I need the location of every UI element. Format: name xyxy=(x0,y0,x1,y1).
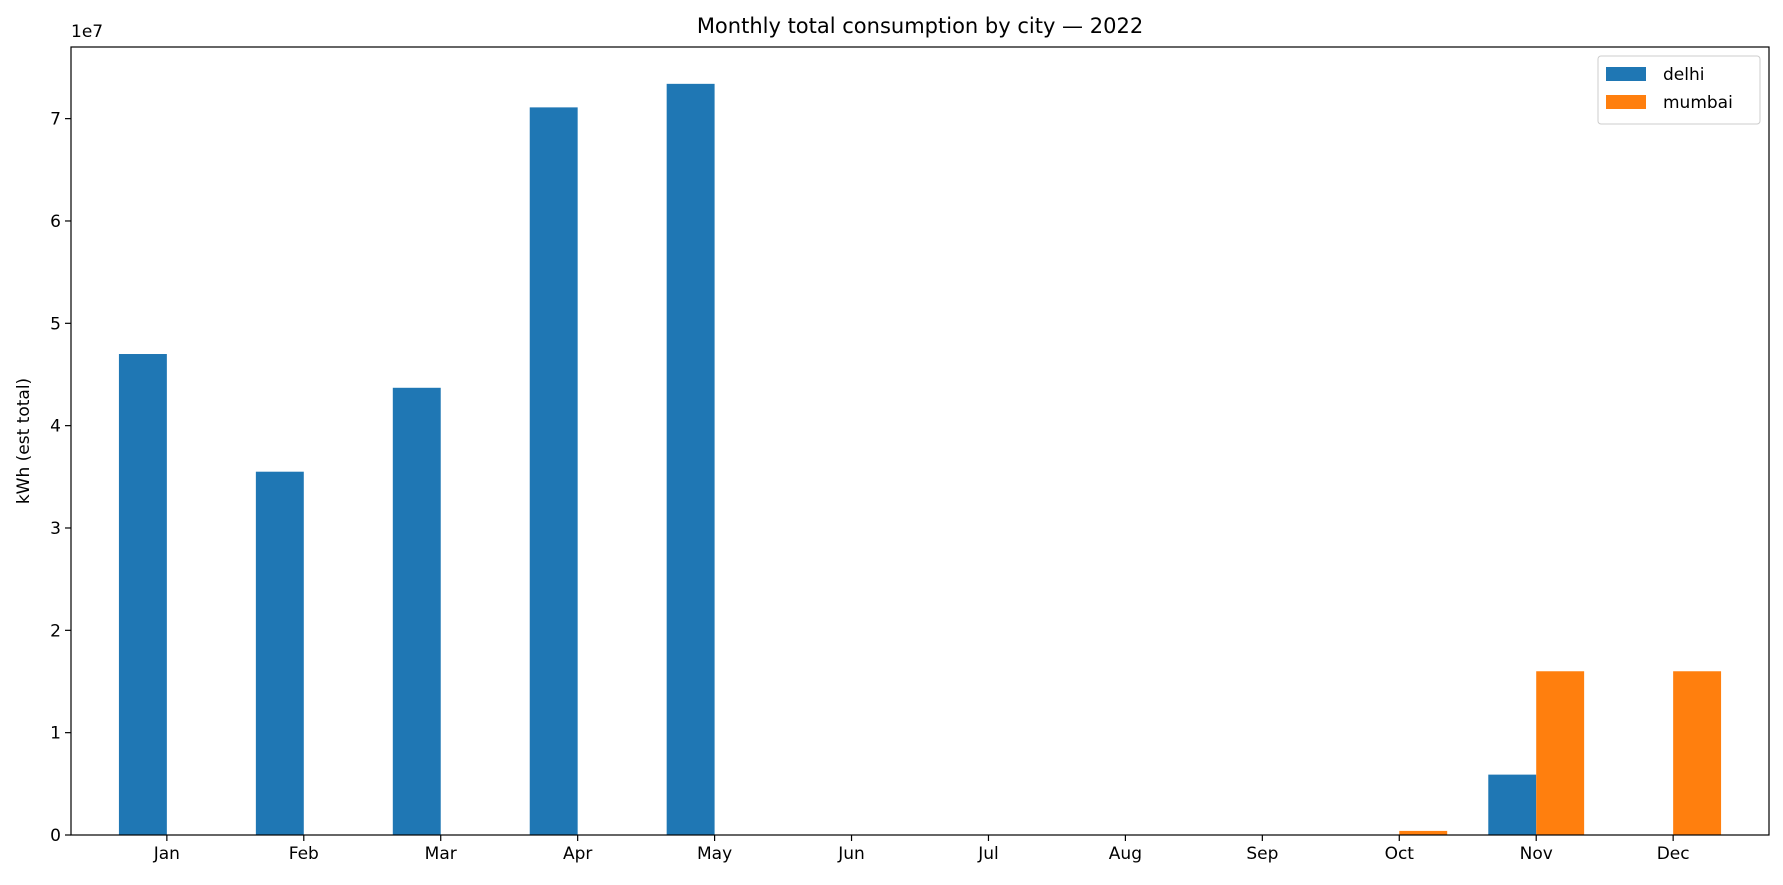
legend: delhi mumbai xyxy=(1597,55,1761,125)
y-axis: 0 1 2 3 4 5 6 7 xyxy=(50,110,71,846)
x-tick-label-may: May xyxy=(697,844,732,864)
x-tick-label-feb: Feb xyxy=(289,844,319,864)
y-tick-label: 4 xyxy=(50,417,61,437)
x-tick-label-nov: Nov xyxy=(1520,844,1553,864)
bar-delhi-jan xyxy=(118,354,167,835)
y-tick-label: 7 xyxy=(50,110,61,130)
bar-delhi-apr xyxy=(529,107,578,836)
bar-delhi-nov xyxy=(1488,774,1537,835)
y-tick-label: 5 xyxy=(50,314,61,334)
y-axis-offset-label: 1e7 xyxy=(71,22,103,42)
x-tick-label-sep: Sep xyxy=(1246,844,1278,864)
x-tick-label-jan: Jan xyxy=(153,844,180,864)
bar-delhi-mar xyxy=(392,387,441,835)
bar-mumbai-oct xyxy=(1399,830,1448,835)
x-tick-label-dec: Dec xyxy=(1657,844,1690,864)
y-axis-label: kWh (est total) xyxy=(14,378,34,504)
x-tick-label-jul: Jul xyxy=(977,844,999,864)
x-tick-label-jun: Jun xyxy=(837,844,865,864)
legend-swatch-delhi xyxy=(1606,67,1646,81)
bar-mumbai-nov xyxy=(1536,671,1585,835)
x-tick-label-mar: Mar xyxy=(425,844,457,864)
y-tick-label: 1 xyxy=(50,724,61,744)
x-axis: Jan Feb Mar Apr May Jun Jul Aug Sep Oct Nov Dec xyxy=(153,835,1690,864)
x-tick-label-oct: Oct xyxy=(1385,844,1415,864)
legend-label-delhi: delhi xyxy=(1663,65,1704,85)
bar-delhi-feb xyxy=(255,471,304,835)
plot-frame xyxy=(70,46,1770,836)
y-tick-label: 2 xyxy=(50,621,61,641)
y-tick-label: 0 xyxy=(50,826,61,846)
y-tick-label: 6 xyxy=(50,212,61,232)
bar-mumbai-dec xyxy=(1673,671,1722,835)
bars-layer xyxy=(118,83,1722,836)
bar-delhi-may xyxy=(666,83,715,836)
x-tick-label-apr: Apr xyxy=(563,844,592,864)
chart-title: Monthly total consumption by city — 2022 xyxy=(697,14,1143,38)
legend-label-mumbai: mumbai xyxy=(1663,93,1733,113)
legend-swatch-mumbai xyxy=(1606,95,1646,109)
y-tick-label: 3 xyxy=(50,519,61,539)
x-tick-label-aug: Aug xyxy=(1109,844,1142,864)
